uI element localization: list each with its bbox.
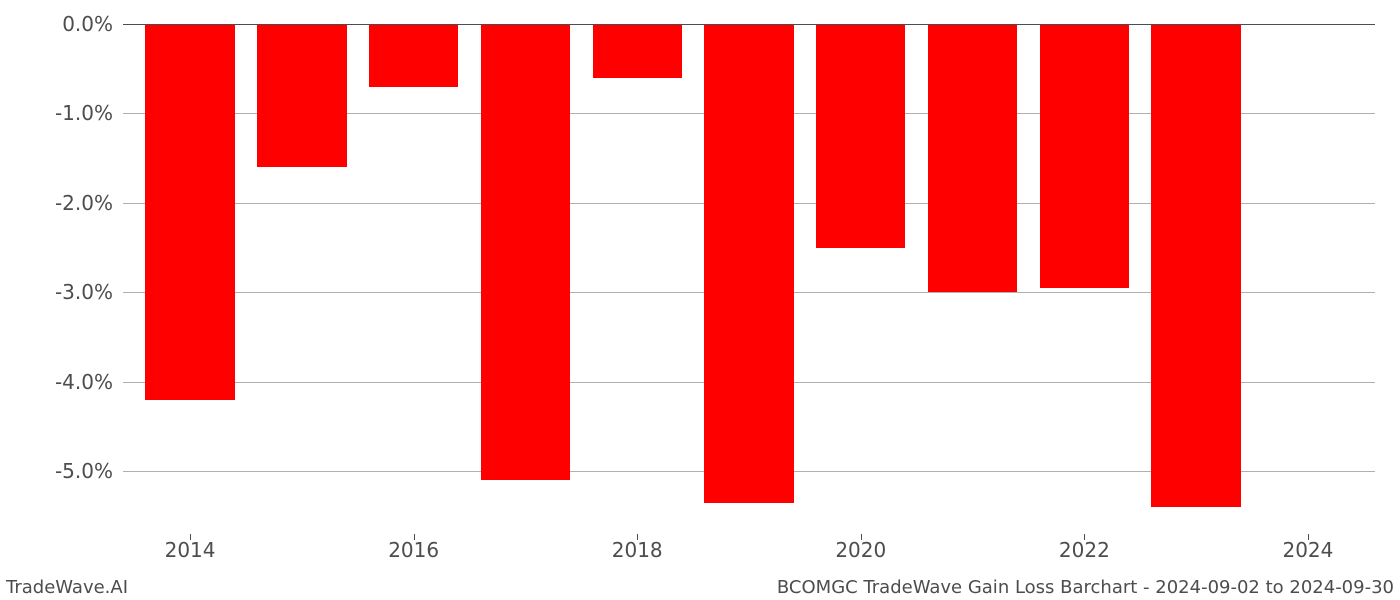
footer-left-credit: TradeWave.AI	[6, 577, 128, 598]
y-tick-label: -4.0%	[55, 370, 123, 394]
footer-right-caption: BCOMGC TradeWave Gain Loss Barchart - 20…	[777, 577, 1394, 598]
bar	[704, 24, 793, 503]
bar	[928, 24, 1017, 292]
y-tick-label: -2.0%	[55, 191, 123, 215]
y-tick-label: -1.0%	[55, 101, 123, 125]
bar	[481, 24, 570, 480]
bar	[1151, 24, 1240, 507]
x-tick-mark	[861, 534, 862, 540]
bar	[593, 24, 682, 78]
bar	[369, 24, 458, 87]
y-tick-label: 0.0%	[62, 12, 123, 36]
bar	[257, 24, 346, 167]
x-tick-mark	[637, 534, 638, 540]
bar	[816, 24, 905, 248]
y-tick-label: -3.0%	[55, 280, 123, 304]
x-tick-mark	[190, 534, 191, 540]
bar	[145, 24, 234, 400]
bar	[1040, 24, 1129, 288]
x-tick-mark	[1308, 534, 1309, 540]
chart-stage: 0.0%-1.0%-2.0%-3.0%-4.0%-5.0% 2014201620…	[0, 0, 1400, 600]
plot-area: 0.0%-1.0%-2.0%-3.0%-4.0%-5.0% 2014201620…	[123, 24, 1375, 534]
x-tick-mark	[414, 534, 415, 540]
y-tick-label: -5.0%	[55, 459, 123, 483]
x-tick-mark	[1084, 534, 1085, 540]
